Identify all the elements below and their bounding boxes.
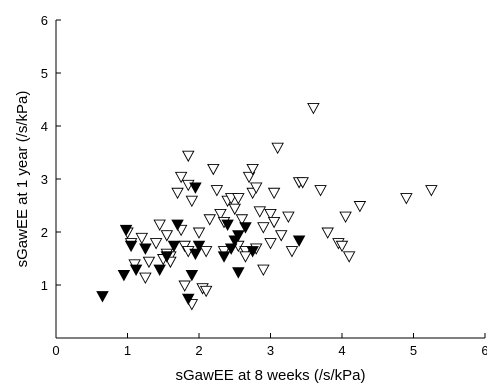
filled-triangle-point [192,240,206,253]
open-triangle-point [182,150,195,163]
filled-triangle-point [167,240,181,253]
filled-triangle-point [160,251,174,263]
open-triangle-point [321,227,334,239]
open-triangle-point [296,177,309,189]
open-triangle-point [264,238,277,250]
open-triangle-point [339,211,352,224]
filled-triangle-point [117,269,131,282]
open-triangle-point [314,185,327,197]
open-triangle-point [142,256,156,269]
open-triangle-point [199,285,213,298]
open-triangle-point [239,251,252,263]
filled-triangle-point [129,264,143,277]
open-triangle-point [178,280,191,292]
open-triangle-point [267,216,281,229]
open-triangle-point [153,219,166,231]
open-triangle-point [185,195,199,208]
filled-triangle-point [239,222,252,234]
filled-triangle-point [292,235,306,247]
open-triangle-point [207,163,220,176]
open-triangle-point [203,214,216,226]
filled-triangle-point [124,240,138,253]
open-triangle-point [400,193,413,205]
open-triangle-point [149,238,163,250]
open-triangle-point [246,163,259,176]
open-triangle-point [267,187,281,200]
y-tick-label: 4 [41,119,48,134]
x-tick-label: 1 [124,343,131,358]
open-triangle-point [235,214,249,226]
open-triangle-point [335,240,349,253]
filled-triangle-point [96,291,109,303]
open-triangle-point [232,193,245,205]
y-tick-label: 1 [41,278,48,293]
y-tick-label: 2 [41,225,48,240]
open-triangle-point [353,201,367,213]
open-triangle-point [135,232,149,245]
filled-triangle-point [185,269,199,282]
data-points [96,103,438,311]
open-triangle-point [214,209,227,221]
open-triangle-point [160,230,174,242]
filled-triangle-point [221,219,234,231]
open-triangle-point [282,211,295,224]
y-axis-title: sGawEE at 1 year (/s/kPa) [14,91,31,268]
x-tick-label: 4 [338,343,345,358]
x-tick-label: 2 [195,343,202,358]
x-tick-label: 0 [52,343,59,358]
x-axis-title: sGawEE at 8 weeks (/s/kPa) [175,367,365,384]
filled-triangle-point [139,243,152,255]
axes [55,20,485,339]
open-triangle-point [242,171,256,184]
filled-triangle-point [246,246,259,258]
open-triangle-point [210,185,224,197]
y-tick-label: 3 [41,172,48,187]
filled-triangle-point [119,224,133,237]
filled-triangle-point [189,182,202,194]
x-tick-label: 6 [481,343,487,358]
open-triangle-point [307,103,320,115]
ticks: 0 1 2 3 4 5 6 1 2 3 4 5 6 [41,13,487,358]
open-triangle-point [285,246,299,258]
filled-triangle-point [171,219,184,231]
open-triangle-point [264,209,277,221]
open-triangle-point [174,171,188,184]
x-tick-label: 3 [267,343,274,358]
open-triangle-point [253,206,267,218]
open-triangle-point [171,187,184,200]
open-triangle-point [199,246,213,258]
filled-triangle-point [189,248,202,261]
open-triangle-point [271,142,284,155]
filled-triangle-point [232,267,245,279]
open-triangle-point [257,222,270,234]
open-triangle-point [274,230,288,242]
open-triangle-point [257,264,270,277]
x-tick-label: 5 [410,343,417,358]
open-triangle-point [139,272,152,284]
y-tick-label: 6 [41,13,48,28]
y-tick-label: 5 [41,66,48,81]
open-triangle-point [425,185,438,197]
filled-triangle-point [217,251,231,263]
filled-triangle-point [153,264,166,277]
filled-triangle-point [232,230,245,242]
open-triangle-point [228,203,242,216]
filled-triangle-point [224,243,238,255]
open-triangle-point [249,182,263,194]
filled-triangle-point [182,293,195,306]
open-triangle-point [342,251,356,263]
open-triangle-point [192,227,206,239]
